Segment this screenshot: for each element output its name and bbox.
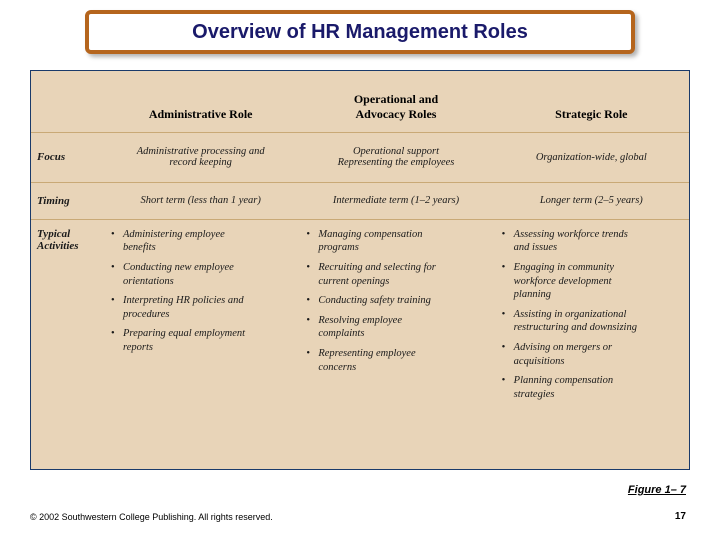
activities-admin: Administering employee benefits Conductin… xyxy=(103,219,298,469)
t: and issues xyxy=(514,242,557,253)
timing-admin: Short term (less than 1 year) xyxy=(103,182,298,219)
t: Engaging in community xyxy=(514,262,614,273)
table: Administrative Role Operational and Advo… xyxy=(31,71,689,469)
t: procedures xyxy=(123,309,169,320)
t: Operational support xyxy=(353,146,439,157)
t: Representing the employees xyxy=(338,157,455,168)
list-item: Preparing equal employment reports xyxy=(111,327,292,354)
copyright-text: © 2002 Southwestern College Publishing. … xyxy=(30,512,273,522)
t: reports xyxy=(123,342,153,353)
t: Typical xyxy=(37,228,70,240)
focus-admin: Administrative processing and record kee… xyxy=(103,133,298,183)
t: Conducting safety training xyxy=(318,295,431,306)
table-header-row: Administrative Role Operational and Advo… xyxy=(31,71,689,133)
row-focus: Focus Administrative processing and reco… xyxy=(31,133,689,183)
list-item: Representing employee concerns xyxy=(306,347,487,374)
t: Interpreting HR policies and xyxy=(123,295,244,306)
list-item: Planning compensation strategies xyxy=(502,374,683,401)
list-item: Resolving employee complaints xyxy=(306,314,487,341)
t: restructuring and downsizing xyxy=(514,322,637,333)
t: Assisting in organizational xyxy=(514,309,627,320)
t: concerns xyxy=(318,362,356,373)
t: Recruiting and selecting for xyxy=(318,262,436,273)
t: Activities xyxy=(37,240,79,252)
t: acquisitions xyxy=(514,356,565,367)
t: Planning compensation xyxy=(514,375,613,386)
col-op-l2: Advocacy Roles xyxy=(355,107,436,121)
t: benefits xyxy=(123,242,156,253)
t: workforce development xyxy=(514,276,612,287)
title-banner: Overview of HR Management Roles xyxy=(85,10,635,54)
t: strategies xyxy=(514,389,555,400)
t: planning xyxy=(514,289,551,300)
figure-number: Figure 1– 7 xyxy=(628,484,686,496)
list-item: Recruiting and selecting for current open… xyxy=(306,261,487,288)
list-item: Managing compensation programs xyxy=(306,228,487,255)
t: Assessing workforce trends xyxy=(514,229,628,240)
row-timing: Timing Short term (less than 1 year) Int… xyxy=(31,182,689,219)
t: record keeping xyxy=(169,157,232,168)
t: current openings xyxy=(318,276,389,287)
t: Representing employee xyxy=(318,348,415,359)
focus-strategic: Organization-wide, global xyxy=(494,133,689,183)
list-item: Advising on mergers or acquisitions xyxy=(502,341,683,368)
timing-strategic: Longer term (2–5 years) xyxy=(494,182,689,219)
col-operational: Operational and Advocacy Roles xyxy=(298,71,493,133)
t: programs xyxy=(318,242,358,253)
page-number: 17 xyxy=(675,511,686,522)
t: Administrative processing and xyxy=(137,146,265,157)
hr-roles-table: Administrative Role Operational and Advo… xyxy=(30,70,690,470)
activities-strategic: Assessing workforce trends and issues Eng… xyxy=(494,219,689,469)
t: Advising on mergers or xyxy=(514,342,612,353)
header-blank xyxy=(31,71,103,133)
list-item: Assisting in organizational restructuring… xyxy=(502,308,683,335)
list-item: Administering employee benefits xyxy=(111,228,292,255)
label-focus: Focus xyxy=(31,133,103,183)
list-item: Conducting new employee orientations xyxy=(111,261,292,288)
focus-operational: Operational support Representing the emp… xyxy=(298,133,493,183)
col-op-l1: Operational and xyxy=(354,92,438,106)
t: Resolving employee xyxy=(318,315,402,326)
list-item: Assessing workforce trends and issues xyxy=(502,228,683,255)
page-title: Overview of HR Management Roles xyxy=(192,21,528,44)
label-timing: Timing xyxy=(31,182,103,219)
t: Administering employee xyxy=(123,229,225,240)
t: Preparing equal employment xyxy=(123,328,245,339)
t: Managing compensation xyxy=(318,229,422,240)
col-admin: Administrative Role xyxy=(103,71,298,133)
list-item: Interpreting HR policies and procedures xyxy=(111,294,292,321)
col-strategic: Strategic Role xyxy=(494,71,689,133)
label-activities: Typical Activities xyxy=(31,219,103,469)
t: complaints xyxy=(318,328,364,339)
list-item: Engaging in community workforce developme… xyxy=(502,261,683,302)
t: Conducting new employee xyxy=(123,262,234,273)
row-activities: Typical Activities Administering employe… xyxy=(31,219,689,469)
t: orientations xyxy=(123,276,174,287)
list-item: Conducting safety training xyxy=(306,294,487,308)
timing-operational: Intermediate term (1–2 years) xyxy=(298,182,493,219)
activities-operational: Managing compensation programs Recruiting… xyxy=(298,219,493,469)
